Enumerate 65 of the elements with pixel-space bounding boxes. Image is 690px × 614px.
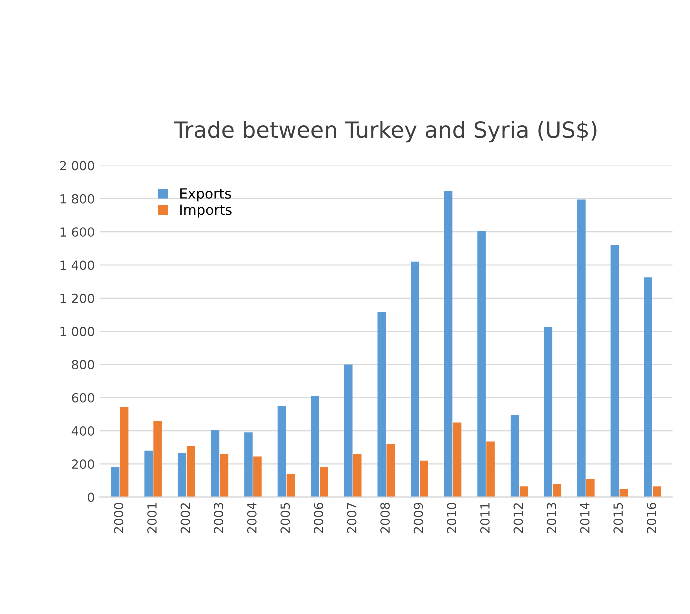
x-tick-label: 2010 [447, 503, 457, 534]
y-tick-label: 1 400 [60, 260, 94, 270]
y-tick-label: 1 600 [60, 228, 94, 238]
x-tick-label: 2001 [147, 503, 157, 534]
legend-label: Imports [180, 204, 232, 218]
x-tick-label: 2000 [114, 503, 124, 534]
bar [444, 191, 453, 498]
bar [378, 312, 386, 498]
bar [653, 486, 662, 498]
bar [411, 262, 420, 498]
bar [278, 406, 286, 498]
x-tick-label: 2009 [414, 503, 424, 534]
bar [553, 484, 562, 498]
x-tick-label: 2011 [480, 503, 490, 534]
bar [211, 430, 220, 498]
x-tick-label: 2006 [314, 502, 324, 534]
bar [510, 415, 520, 498]
x-tick-label: 2005 [280, 503, 290, 534]
bar [620, 489, 628, 498]
bar [586, 479, 595, 498]
bar [178, 453, 186, 498]
bar [244, 432, 253, 498]
x-tick-label: 2003 [214, 503, 224, 534]
bar [311, 396, 320, 498]
bar [220, 454, 229, 498]
x-tick-label: 2016 [646, 502, 656, 534]
bar [254, 456, 262, 498]
bar [144, 450, 153, 498]
bar [344, 364, 353, 498]
bar [644, 278, 652, 498]
y-tick-label: 2 000 [60, 161, 94, 171]
x-tick-label: 2012 [514, 503, 524, 534]
y-tick-label: 0 [88, 492, 94, 502]
y-tick-label: 800 [72, 360, 94, 370]
x-tick-label: 2015 [614, 503, 624, 534]
x-tick-label: 2008 [380, 503, 390, 534]
bar [420, 460, 428, 498]
chart-title: Trade between Turkey and Syria (US$) [174, 121, 597, 143]
bar [453, 422, 462, 498]
bar [478, 231, 486, 498]
y-tick-label: 1 200 [60, 294, 94, 304]
bar [154, 421, 162, 498]
y-tick-label: 1 000 [60, 327, 94, 336]
y-tick-label: 1 800 [60, 194, 94, 204]
x-tick-label: 2014 [580, 502, 590, 534]
y-tick-label: 200 [72, 460, 94, 470]
bar [286, 474, 296, 498]
bar [353, 454, 362, 498]
bar [486, 442, 495, 498]
x-tick-label: 2013 [547, 503, 557, 534]
y-tick-label: 400 [72, 426, 94, 436]
bar [520, 486, 528, 498]
bar [111, 468, 120, 498]
x-tick-label: 2007 [347, 503, 357, 534]
bar [320, 468, 328, 498]
bar [386, 444, 396, 498]
legend-label: Exports [180, 188, 232, 202]
x-tick-label: 2004 [247, 502, 257, 534]
bar [186, 446, 196, 498]
bar [578, 200, 586, 498]
bar [544, 327, 553, 498]
x-tick-label: 2002 [180, 503, 190, 534]
bar [610, 245, 620, 498]
bar [120, 406, 129, 498]
y-tick-label: 600 [72, 393, 94, 403]
